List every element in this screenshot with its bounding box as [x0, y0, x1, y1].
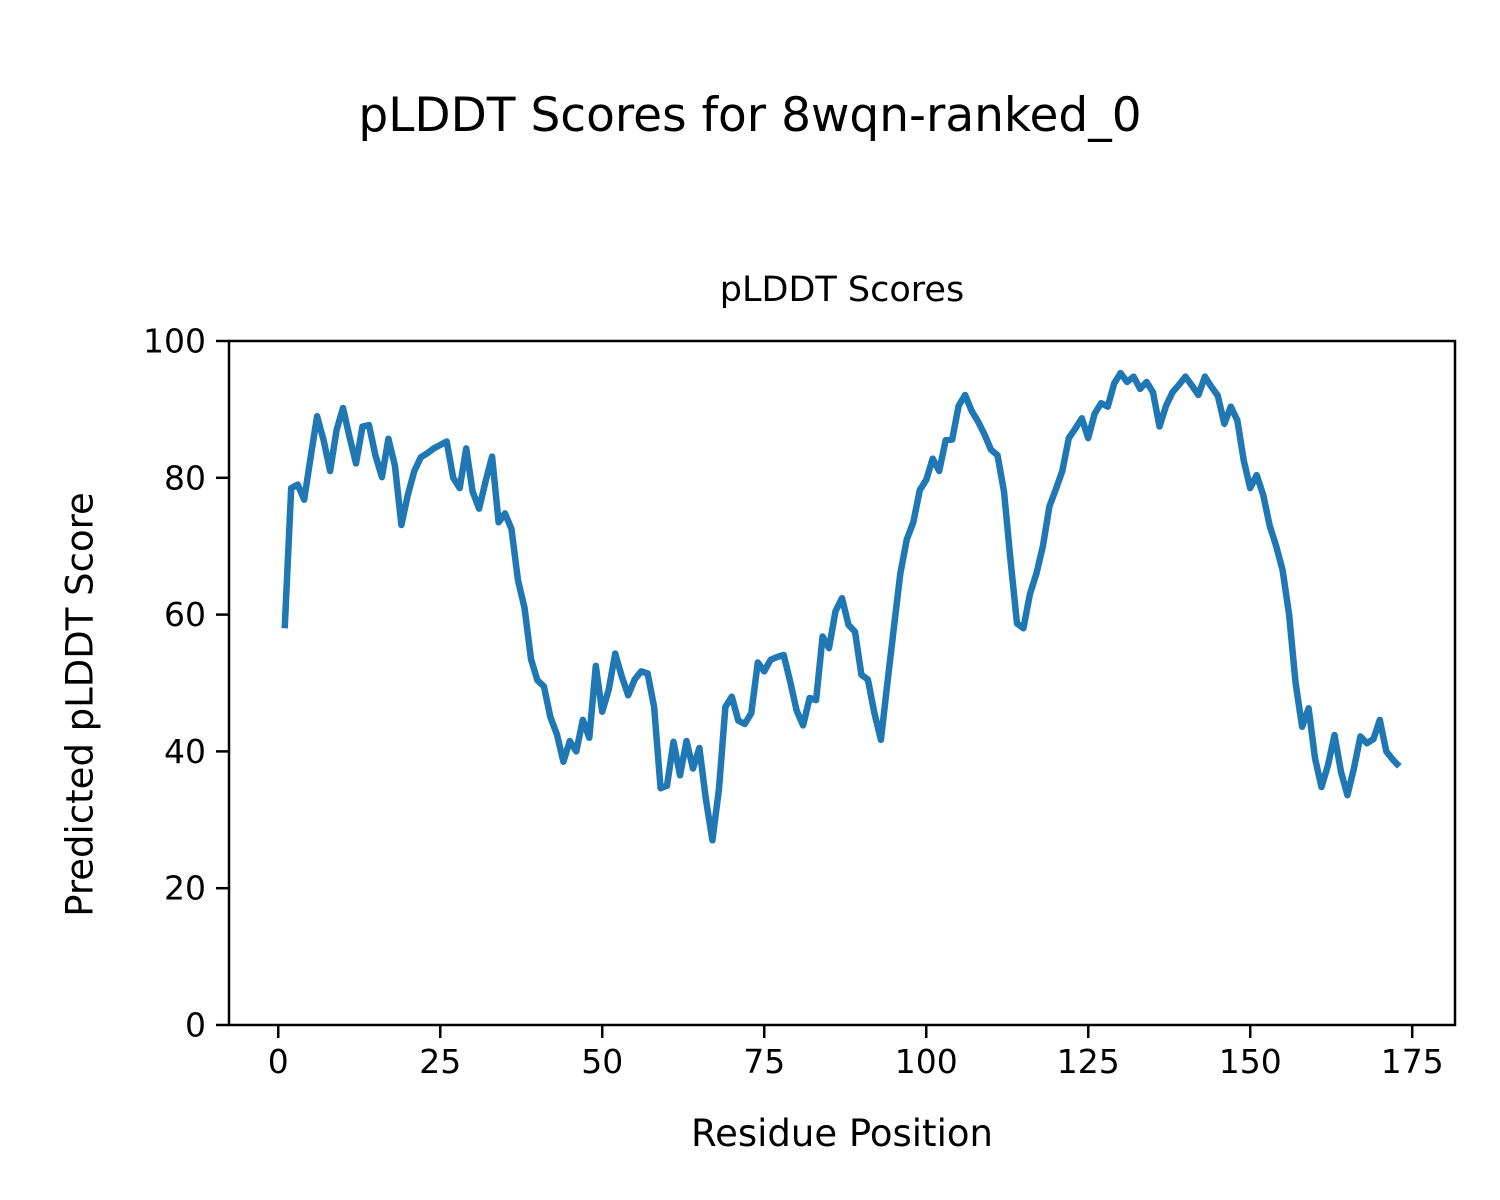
y-tick-label: 20 — [164, 869, 206, 908]
y-tick-label: 40 — [164, 732, 206, 771]
x-tick-label: 75 — [743, 1042, 785, 1081]
x-tick-label: 150 — [1219, 1042, 1282, 1081]
y-tick-label: 80 — [164, 458, 206, 497]
axes-title: pLDDT Scores — [719, 270, 965, 310]
y-tick-label: 100 — [143, 322, 206, 361]
x-tick-label: 50 — [581, 1042, 623, 1081]
plddt-line — [281, 369, 1402, 844]
x-tick-label: 100 — [895, 1042, 958, 1081]
x-tick-label: 175 — [1381, 1042, 1444, 1081]
axes-spines — [227, 339, 1457, 1027]
x-axis-label: Residue Position — [691, 1112, 993, 1155]
axis-ticks — [216, 339, 1414, 1038]
y-tick-label: 0 — [185, 1006, 206, 1045]
x-tick-label: 0 — [268, 1042, 289, 1081]
x-tick-label: 25 — [419, 1042, 461, 1081]
figure-suptitle: pLDDT Scores for 8wqn-ranked_0 — [358, 88, 1142, 143]
x-tick-label: 125 — [1057, 1042, 1120, 1081]
y-tick-label: 60 — [164, 595, 206, 634]
axis-tick-labels: 0 25 50 75 100 125 150 175 0 20 40 60 80 100 — [143, 322, 1444, 1082]
y-axis-label: Predicted pLDDT Score — [58, 492, 102, 917]
